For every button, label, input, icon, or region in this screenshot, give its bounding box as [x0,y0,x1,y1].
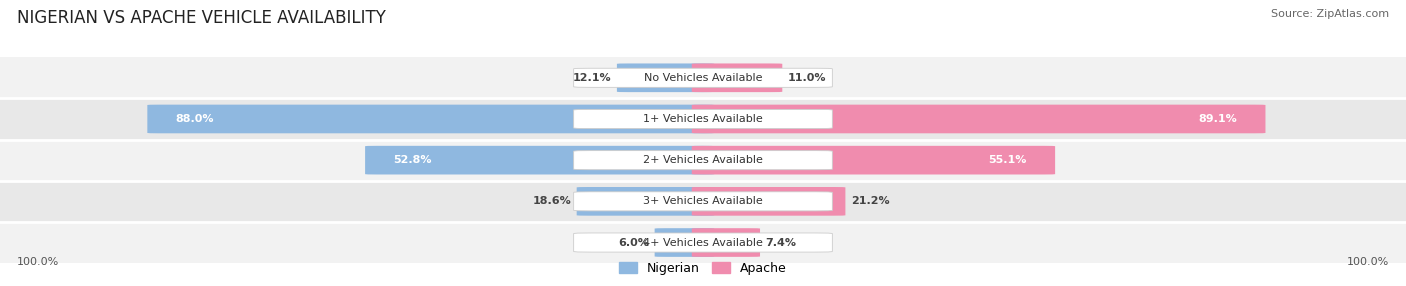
FancyBboxPatch shape [692,228,761,257]
FancyBboxPatch shape [574,110,832,128]
FancyBboxPatch shape [576,187,714,216]
Text: 21.2%: 21.2% [851,196,890,206]
Text: Source: ZipAtlas.com: Source: ZipAtlas.com [1271,9,1389,19]
FancyBboxPatch shape [692,63,782,92]
FancyBboxPatch shape [692,187,845,216]
Text: 89.1%: 89.1% [1198,114,1237,124]
Text: 52.8%: 52.8% [394,155,432,165]
FancyBboxPatch shape [366,146,714,174]
Bar [0,181,1406,222]
FancyBboxPatch shape [655,228,714,257]
Text: 4+ Vehicles Available: 4+ Vehicles Available [643,238,763,247]
Text: 18.6%: 18.6% [533,196,571,206]
Text: NIGERIAN VS APACHE VEHICLE AVAILABILITY: NIGERIAN VS APACHE VEHICLE AVAILABILITY [17,9,385,27]
Bar [0,98,1406,140]
Legend: Nigerian, Apache: Nigerian, Apache [614,257,792,280]
FancyBboxPatch shape [692,146,1054,174]
FancyBboxPatch shape [574,151,832,170]
Bar [0,57,1406,98]
FancyBboxPatch shape [148,105,714,133]
FancyBboxPatch shape [574,233,832,252]
Text: 3+ Vehicles Available: 3+ Vehicles Available [643,196,763,206]
Text: 100.0%: 100.0% [1347,257,1389,267]
Text: 55.1%: 55.1% [988,155,1026,165]
Text: 100.0%: 100.0% [17,257,59,267]
Text: 11.0%: 11.0% [787,73,827,83]
Bar [0,140,1406,181]
Text: 6.0%: 6.0% [619,238,650,247]
Text: 2+ Vehicles Available: 2+ Vehicles Available [643,155,763,165]
Bar [0,222,1406,263]
Text: 12.1%: 12.1% [572,73,612,83]
FancyBboxPatch shape [692,105,1265,133]
Text: 88.0%: 88.0% [176,114,214,124]
Text: No Vehicles Available: No Vehicles Available [644,73,762,83]
FancyBboxPatch shape [574,68,832,87]
Text: 7.4%: 7.4% [766,238,797,247]
Text: 1+ Vehicles Available: 1+ Vehicles Available [643,114,763,124]
FancyBboxPatch shape [617,63,714,92]
FancyBboxPatch shape [574,192,832,211]
